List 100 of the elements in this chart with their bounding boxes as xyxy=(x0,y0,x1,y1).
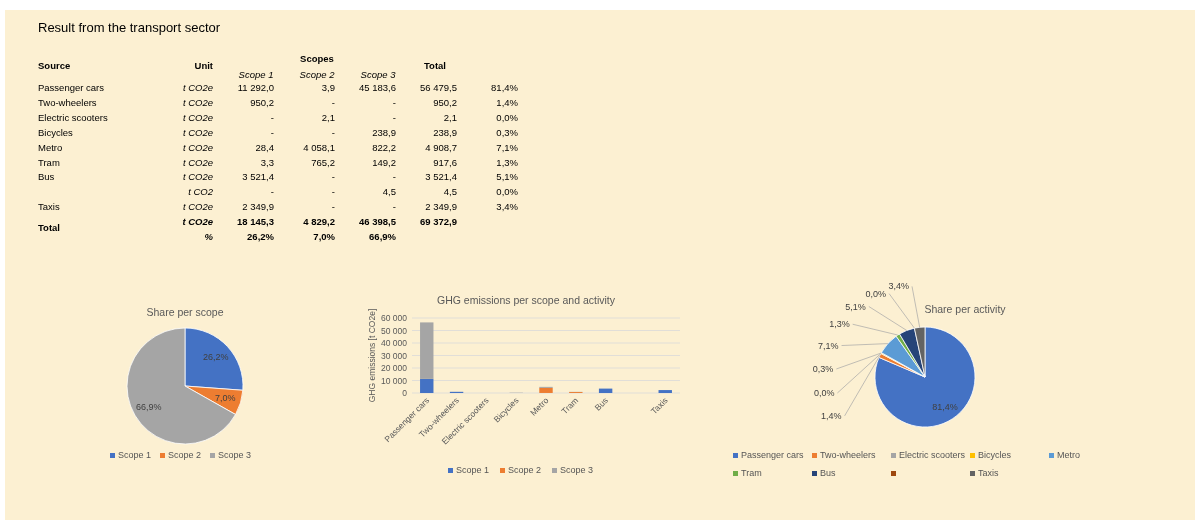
text: t CO2e xyxy=(182,82,213,93)
legend-label: Two-wheelers xyxy=(820,450,877,460)
text: t CO2e xyxy=(182,96,213,108)
text: 3 521,4 xyxy=(425,171,457,183)
text: Scopes xyxy=(300,53,334,64)
legend-label: Taxis xyxy=(978,468,999,478)
text: t CO2e xyxy=(182,111,213,123)
chart-title: Share per scope xyxy=(146,306,224,318)
data-label: 7,0% xyxy=(214,393,236,404)
text: 238,9 xyxy=(433,126,457,138)
text: 1,4% xyxy=(496,96,518,108)
text: 0,0% xyxy=(865,288,887,299)
text: - xyxy=(331,201,335,213)
text: 81,4% xyxy=(491,82,518,93)
legend-label: Bicycles xyxy=(978,450,1012,460)
y-axis-title: GHG emissions [t CO2e] xyxy=(367,308,377,403)
text: 3,4% xyxy=(496,201,518,213)
text: 0,0% xyxy=(496,111,518,123)
text: 69 372,9 xyxy=(420,216,457,228)
legend-label: Scope 1 xyxy=(118,450,152,460)
text: 765,2 xyxy=(311,156,335,168)
category-label: Metro xyxy=(38,141,63,153)
text: 4 908,7 xyxy=(425,141,457,153)
text: t CO2 xyxy=(188,186,213,198)
x-tick-label: Bus xyxy=(592,395,611,413)
text: 56 479,5 xyxy=(420,82,457,93)
legend-label: Tram xyxy=(741,468,762,478)
text: 4,5 xyxy=(382,186,396,198)
text: 0,0% xyxy=(496,186,518,198)
category-label: Bus xyxy=(38,171,55,183)
category-label: Tram xyxy=(38,156,60,168)
text: 28,4 xyxy=(255,141,274,153)
category-label: Taxis xyxy=(38,201,60,213)
text: 0,3% xyxy=(496,126,518,138)
text: - xyxy=(270,126,274,138)
text: 45 183,6 xyxy=(359,82,396,93)
text: t CO2e xyxy=(182,156,213,168)
category-label: Total xyxy=(424,60,446,71)
text: - xyxy=(331,186,335,198)
data-label: 26,2% xyxy=(203,352,229,363)
text: t CO2e xyxy=(182,141,213,153)
y-tick-label: 50 000 xyxy=(381,325,408,336)
legend-label: Metro xyxy=(1057,450,1081,460)
data-label: 1,4% xyxy=(821,410,842,421)
category-label: Two-wheelers xyxy=(38,96,97,108)
text: 2 349,9 xyxy=(242,201,274,213)
text: 917,6 xyxy=(433,156,457,168)
text: 3 521,4 xyxy=(242,171,274,183)
text: - xyxy=(392,96,396,108)
y-tick-label: 30 000 xyxy=(381,350,408,361)
text: - xyxy=(331,171,335,183)
data-label: 7,1% xyxy=(818,340,839,351)
text: 149,2 xyxy=(372,156,396,168)
chart-title: GHG emissions per scope and activity xyxy=(437,294,616,306)
text: 950,2 xyxy=(433,96,457,108)
text: - xyxy=(270,186,274,198)
legend-label: Scope 2 xyxy=(168,450,202,460)
text: 2,1 xyxy=(321,111,335,123)
text: - xyxy=(392,201,396,213)
legend-label: Scope 3 xyxy=(560,465,594,475)
text: 26,2% xyxy=(247,231,274,242)
text: t CO2e xyxy=(182,216,213,228)
text: 11 292,0 xyxy=(237,82,274,93)
text: 46 398,5 xyxy=(359,216,396,228)
y-tick-label: 60 000 xyxy=(381,313,408,323)
text: - xyxy=(270,111,274,123)
text: t CO2e xyxy=(182,201,213,213)
text: 3,9 xyxy=(321,82,335,93)
text: Result from the transport sector xyxy=(38,20,221,35)
data-label: 0,3% xyxy=(812,363,834,374)
text: - xyxy=(331,126,335,138)
text: 5,1% xyxy=(496,171,518,183)
text: 238,9 xyxy=(372,126,396,138)
text: 4 829,2 xyxy=(303,216,335,228)
text: % xyxy=(204,231,213,242)
text: 4 058,1 xyxy=(303,141,335,153)
category-label: Scope 2 xyxy=(299,69,336,80)
legend-label: Scope 1 xyxy=(456,465,490,475)
text: 18 145,3 xyxy=(237,216,274,228)
category-label: Total xyxy=(38,222,60,234)
text: 950,2 xyxy=(250,96,274,108)
legend-label: Scope 3 xyxy=(218,450,252,460)
legend-label: Bus xyxy=(820,468,837,478)
data-label: 1,3% xyxy=(829,319,850,330)
text: - xyxy=(331,96,335,108)
legend-label: Electric scooters xyxy=(899,450,966,460)
category-label: Scope 3 xyxy=(360,69,397,80)
text: 822,2 xyxy=(372,141,396,153)
text: 0,0% xyxy=(813,387,835,398)
y-tick-label: 10 000 xyxy=(381,375,408,386)
category-label: Unit xyxy=(194,60,214,71)
text: Share per activity xyxy=(924,303,1007,315)
text: 7,1% xyxy=(496,141,518,153)
category-label: Passenger cars xyxy=(38,82,105,93)
text: 1,3% xyxy=(496,156,518,168)
x-tick-label: Tram xyxy=(559,395,581,417)
data-label: 81,4% xyxy=(932,402,958,413)
data-label: 3,4% xyxy=(888,281,910,292)
text: 66,9% xyxy=(369,231,396,242)
text: 2,1 xyxy=(443,111,457,123)
